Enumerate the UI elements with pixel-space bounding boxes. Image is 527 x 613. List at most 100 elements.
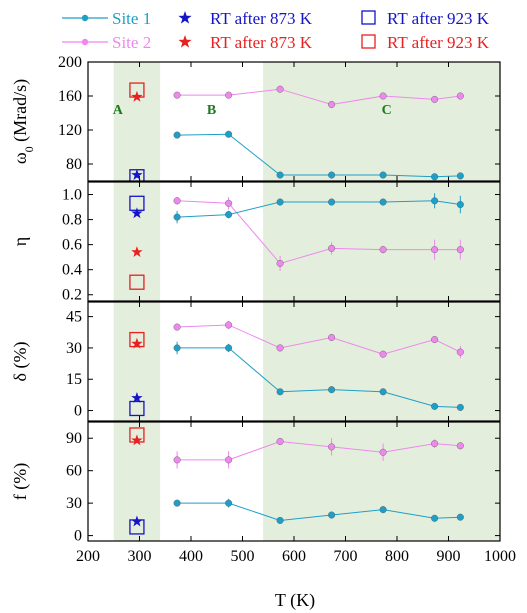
rt-square-red [129, 331, 145, 348]
site2-point [328, 244, 336, 252]
site1-point [431, 197, 439, 205]
panel-4: 0 30 60 90 f (%) [10, 421, 501, 545]
site2-point [379, 448, 387, 456]
legend-site2: Site 2 [62, 33, 151, 52]
site2-point [225, 91, 233, 99]
site2-point [276, 344, 284, 352]
site2-point [328, 443, 336, 451]
site2-point [276, 85, 284, 93]
y-tick-label: 0 [74, 528, 82, 545]
site1-point [276, 198, 284, 206]
site2-point [456, 442, 464, 450]
legend-rt923-blue-label: RT after 923 K [387, 9, 490, 28]
panel-frame [87, 181, 501, 302]
region-A-shade [113, 302, 161, 421]
site2-point [379, 92, 387, 100]
legend-star-red-marker [178, 35, 192, 48]
site1-point [173, 213, 181, 221]
legend-site1: Site 1 [62, 9, 151, 28]
y-tick-label: 0.4 [62, 262, 82, 279]
site1-point [328, 386, 336, 394]
panel-2: 0.2 0.4 0.6 0.8 1.0 η [10, 181, 501, 304]
site1-point [173, 131, 181, 139]
site2-point [456, 92, 464, 100]
y-tick-label: 60 [66, 463, 82, 480]
site2-point [225, 199, 233, 207]
region-C-shade [263, 422, 500, 541]
site2-point [431, 440, 439, 448]
y-tick-label: 15 [66, 371, 82, 388]
x-tick-label: 300 [128, 548, 152, 565]
y-axis-title: f (%) [10, 463, 31, 500]
legend-site1-label: Site 1 [112, 9, 151, 28]
y-axis-title: δ (%) [10, 342, 31, 382]
site2-point [225, 456, 233, 464]
site2-point [173, 91, 181, 99]
site1-point [328, 171, 336, 179]
legend: Site 1 Site 2 RT after 873 K RT after 87… [62, 9, 490, 52]
panels: 80 120 160 200 ω0 (Mrad/s) A B C 0.2 0.4 0.6 0.8 1.0… [10, 54, 501, 545]
y-tick-label: 0.2 [62, 287, 82, 304]
site1-point [225, 344, 233, 352]
rt-star-blue [131, 515, 143, 527]
site2-point [328, 100, 336, 108]
rt-star-red [131, 246, 143, 257]
site2-point [379, 350, 387, 358]
panel-frame [87, 61, 501, 182]
site1-point [379, 388, 387, 396]
legend-square-blue-marker [361, 10, 376, 25]
y-tick-label: 0 [74, 403, 82, 420]
x-tick-label: 700 [334, 548, 358, 565]
site1-point [225, 211, 233, 219]
site1-point [431, 173, 439, 181]
y-tick-label: 160 [58, 88, 82, 105]
y-tick-label: 200 [58, 54, 82, 71]
site1-point [173, 344, 181, 352]
region-label-B: B [207, 103, 216, 118]
site1-point [328, 198, 336, 206]
panel-frame [87, 301, 501, 422]
y-tick-label: 90 [66, 430, 82, 447]
y-tick-label: 120 [58, 122, 82, 139]
rt-star-blue [131, 169, 143, 180]
site2-point [276, 259, 284, 267]
site2-point [328, 333, 336, 341]
legend-site2-marker [81, 38, 89, 46]
site2-point [456, 348, 464, 356]
region-label-A: A [113, 103, 124, 118]
region-A-shade [113, 62, 161, 181]
site1-point [456, 172, 464, 180]
legend-site1-marker [81, 14, 89, 22]
panel-1: 80 120 160 200 ω0 (Mrad/s) A B C [10, 54, 501, 185]
site1-point [456, 513, 464, 521]
site1-point [456, 201, 464, 209]
site2-point [431, 246, 439, 254]
y-tick-label: 45 [66, 309, 82, 326]
panel-frame [87, 421, 501, 542]
site1-point [276, 516, 284, 524]
panel-3: 0 15 30 45 δ (%) [10, 301, 501, 422]
legend-rt873-red: RT after 873 K [178, 33, 313, 52]
x-tick-label: 800 [385, 548, 409, 565]
x-tick-label: 200 [76, 548, 100, 565]
rt-star-red [131, 90, 143, 102]
y-tick-label: 80 [66, 156, 82, 173]
site2-point [173, 197, 181, 205]
site1-point [379, 171, 387, 179]
x-tick-label: 400 [179, 548, 203, 565]
site2-point [276, 437, 284, 445]
site1-point [225, 499, 233, 507]
site1-point [379, 506, 387, 514]
site2-point [173, 456, 181, 464]
x-axis: 200 300 400 500 600 700 800 900 1000 [76, 548, 516, 565]
legend-site2-label: Site 2 [112, 33, 151, 52]
site1-point [379, 198, 387, 206]
site1-point [276, 388, 284, 396]
site2-point [456, 246, 464, 254]
x-tick-label: 900 [437, 548, 461, 565]
rt-star-red [131, 337, 143, 349]
region-C-shade [263, 62, 500, 181]
y-tick-label: 0.8 [62, 212, 82, 229]
site1-point [173, 499, 181, 507]
